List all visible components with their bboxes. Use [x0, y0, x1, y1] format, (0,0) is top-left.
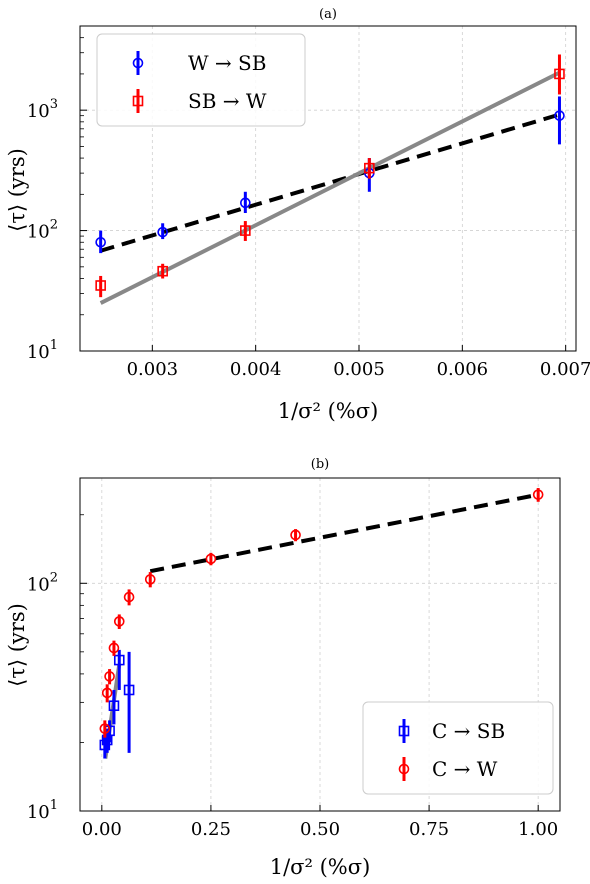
y-tick-base: 10 [27, 101, 50, 122]
panel-a-legend: W → SB SB → W [96, 33, 306, 127]
data-point [144, 574, 156, 585]
legend-marker [398, 725, 410, 737]
y-tick-label: 102 [27, 570, 58, 595]
data-point [157, 265, 168, 277]
x-tick-label: 0.50 [300, 819, 340, 840]
y-tick-base: 10 [27, 802, 50, 823]
y-tick-exponent: 1 [50, 338, 58, 353]
panel-a-frame [79, 25, 577, 352]
x-tick-label: 0.003 [127, 359, 179, 380]
panel-a-xlabel: 1/σ² (%σ) [278, 399, 379, 423]
data-point [108, 642, 120, 654]
legend-label-sb-to-w: SB → W [188, 89, 267, 113]
panel-b-legend-box [362, 701, 554, 795]
data-point [205, 553, 217, 565]
data-point [290, 529, 301, 541]
data-point [101, 687, 113, 699]
legend-marker-sb-to-w [132, 89, 144, 113]
data-point [554, 68, 565, 80]
data-point [113, 616, 125, 627]
panel-a-ylabel: ⟨τ⟩ (yrs) [5, 148, 29, 232]
x-tick-label: 0.25 [191, 819, 231, 840]
data-point [532, 489, 544, 500]
panel-a-data-points [95, 54, 565, 298]
x-tick-label: 0.006 [437, 359, 489, 380]
panel-b-data-points [99, 488, 544, 759]
fit-line [149, 492, 539, 574]
y-tick-label: 101 [27, 338, 58, 363]
panel-a-fit-lines [99, 70, 561, 305]
data-point [113, 654, 125, 666]
legend-marker-c-to-sb [398, 719, 410, 743]
panel-a-legend-box [96, 33, 306, 127]
data-point [123, 684, 135, 696]
data-point [157, 226, 168, 238]
x-tick-label: 0.004 [230, 359, 282, 380]
data-point [364, 162, 375, 174]
series-0 [95, 96, 565, 254]
data-point [99, 723, 111, 734]
legend-marker [398, 763, 410, 775]
data-point [104, 671, 115, 682]
data-point [554, 110, 565, 121]
y-tick-label: 102 [27, 218, 58, 243]
panel-b-ylabel: ⟨τ⟩ (yrs) [5, 603, 29, 687]
panel-b-xlabel: 1/σ² (%σ) [270, 855, 371, 879]
y-tick-exponent: 2 [50, 570, 58, 585]
legend-label-c-to-w: C → W [432, 757, 498, 781]
y-tick-base: 10 [27, 342, 50, 363]
legend-label-c-to-sb: C → SB [432, 719, 505, 743]
data-point [95, 280, 106, 291]
y-tick-base: 10 [27, 222, 50, 243]
panel-a-title: (a) [319, 7, 337, 22]
panel-b-title: (b) [311, 457, 329, 472]
x-tick-label: 0.005 [333, 359, 385, 380]
x-tick-label: 0.75 [409, 819, 449, 840]
panel-b-legend: C → SB C → W [362, 701, 554, 795]
y-tick-exponent: 1 [50, 798, 58, 813]
legend-label-w-to-sb: W → SB [188, 51, 266, 75]
y-tick-label: 103 [27, 97, 58, 122]
series-1 [95, 54, 565, 298]
series-1 [99, 488, 544, 738]
x-tick-label: 1.00 [518, 819, 558, 840]
fit-line [100, 112, 561, 253]
x-tick-label: 0.007 [540, 359, 590, 380]
y-tick-exponent: 3 [50, 97, 58, 112]
data-point [240, 197, 251, 209]
data-point [95, 236, 106, 248]
data-point [123, 591, 135, 603]
y-tick-label: 101 [27, 798, 58, 823]
legend-marker-c-to-w [398, 757, 410, 781]
data-point [240, 225, 251, 236]
legend-marker-w-to-sb [132, 51, 144, 75]
data-point [108, 700, 120, 712]
fit-line [99, 70, 561, 305]
y-tick-exponent: 2 [50, 218, 58, 233]
series-0 [99, 649, 135, 759]
x-tick-label: 0.00 [82, 819, 122, 840]
legend-marker [132, 95, 144, 107]
y-tick-base: 10 [27, 574, 50, 595]
legend-marker [132, 57, 144, 69]
